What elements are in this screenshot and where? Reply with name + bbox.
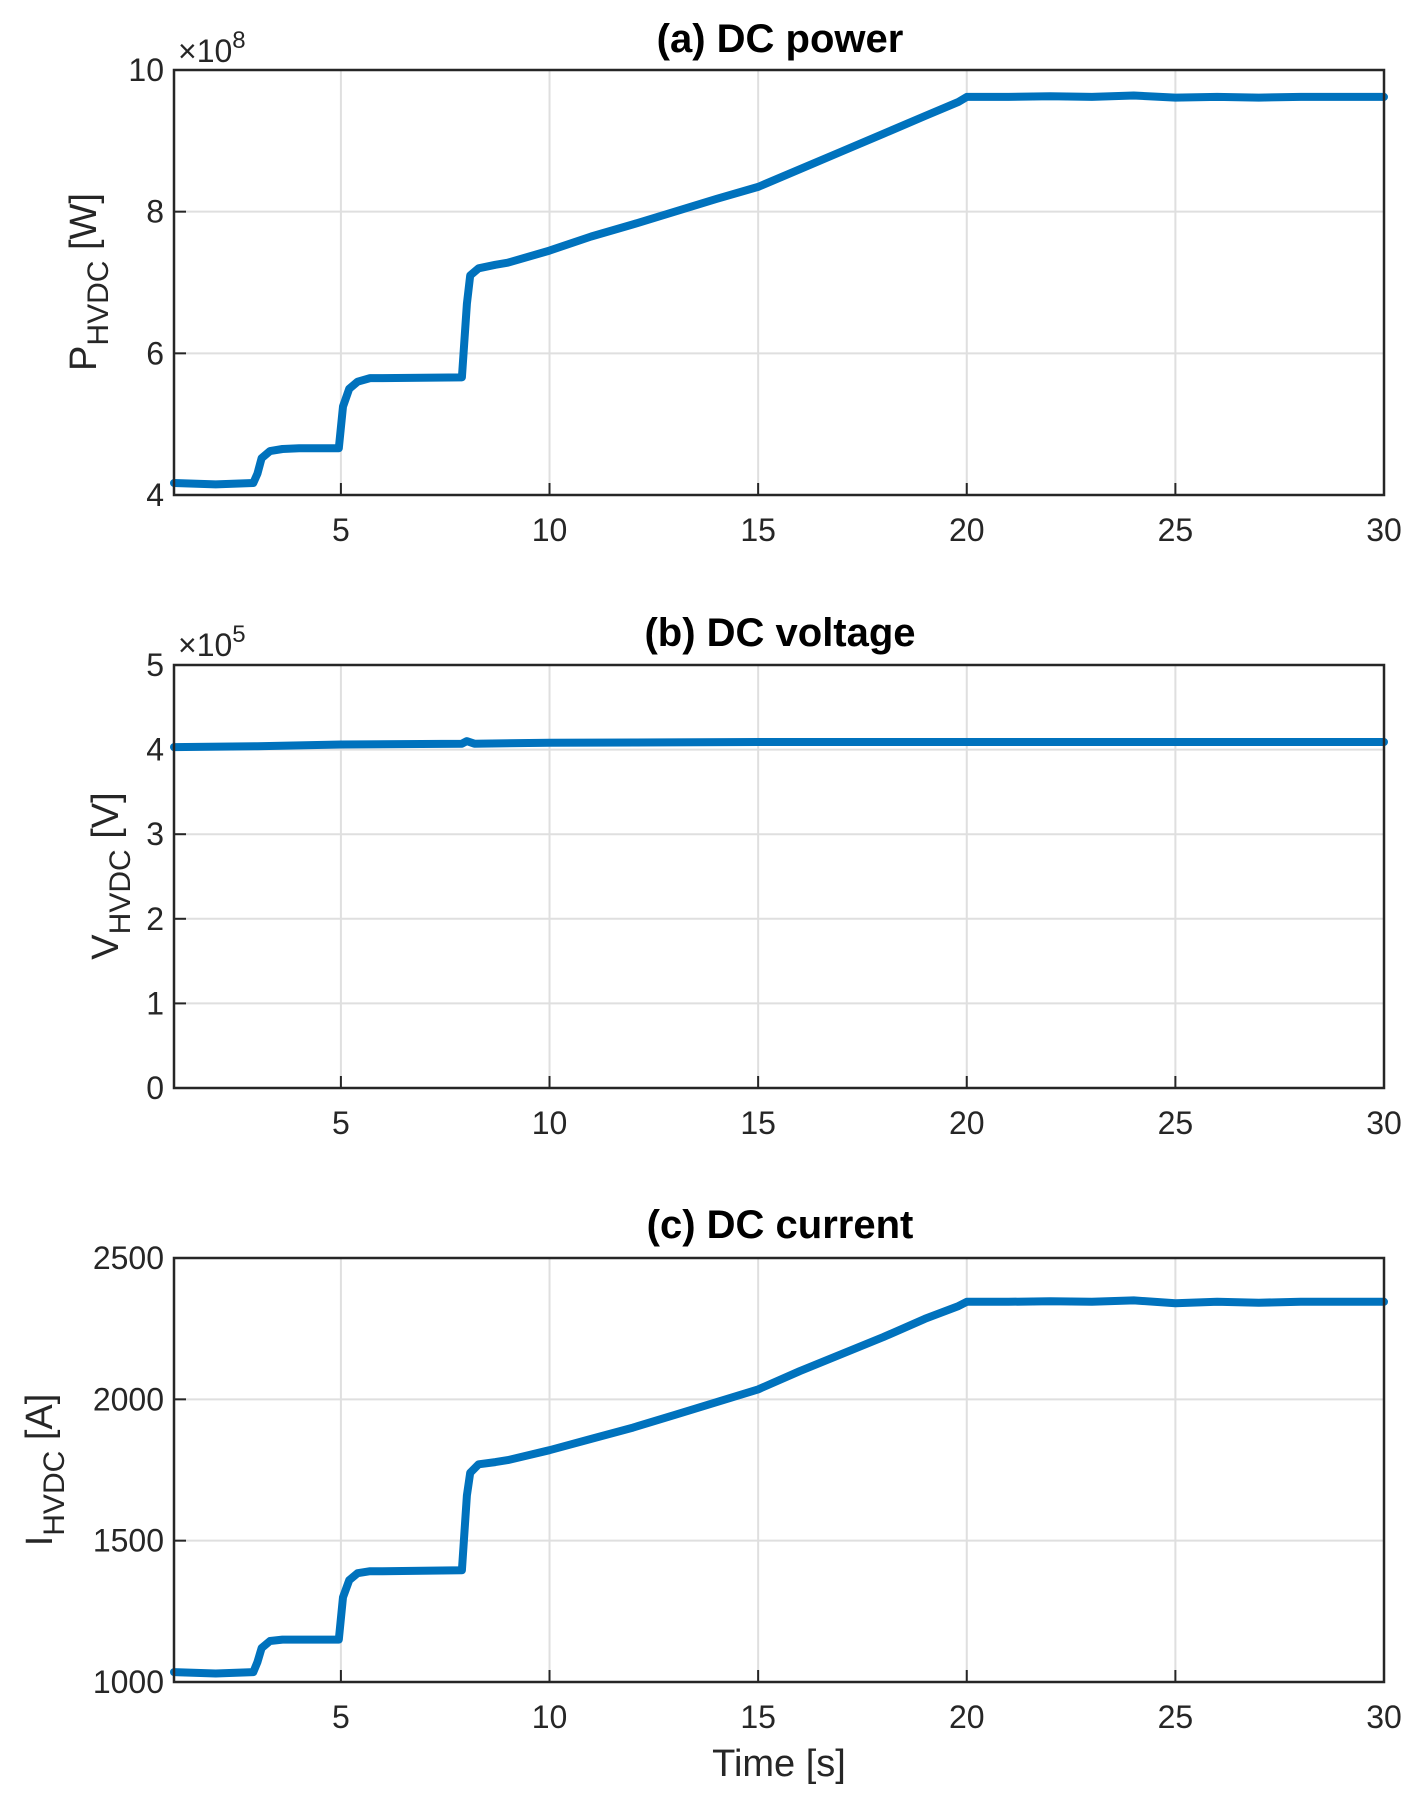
- panel-b: (b) DC voltage 0 1 2 3 4 5 5 10 15 20 25 30 ×105 V…: [85, 611, 1402, 1141]
- y-tick-label: 10: [128, 52, 164, 88]
- x-tick-label: 30: [1366, 1699, 1402, 1735]
- x-tick-label: 15: [740, 1105, 776, 1141]
- x-tick-label: 5: [332, 512, 350, 548]
- y-tick-label: 3: [146, 816, 164, 852]
- x-tick-label: 30: [1366, 1105, 1402, 1141]
- panel-c-y-tick-labels: 1000 1500 2000 2500: [93, 1240, 164, 1700]
- x-axis-label: Time [s]: [712, 1743, 846, 1785]
- x-tick-label: 20: [949, 1105, 985, 1141]
- y-tick-label: 1000: [93, 1664, 164, 1700]
- panel-b-title: (b) DC voltage: [644, 611, 915, 655]
- x-tick-label: 10: [532, 1105, 568, 1141]
- y-tick-label: 2000: [93, 1381, 164, 1417]
- panel-c-axes-frame: [172, 1256, 1386, 1684]
- x-tick-label: 10: [532, 512, 568, 548]
- panel-a-exponent: ×108: [178, 27, 246, 69]
- panel-a-axes-frame: [172, 68, 1386, 497]
- x-tick-label: 25: [1158, 512, 1194, 548]
- y-tick-label: 1: [146, 985, 164, 1021]
- panel-c-series-line: [170, 1296, 1388, 1678]
- x-tick-label: 25: [1158, 1105, 1194, 1141]
- panel-a-grid: [174, 69, 1385, 496]
- y-tick-label: 8: [146, 194, 164, 230]
- x-tick-label: 15: [740, 1699, 776, 1735]
- panel-b-y-axis-label: VHVDC [V]: [85, 792, 137, 959]
- panel-a-title: (a) DC power: [657, 17, 904, 61]
- y-tick-label: 4: [146, 477, 164, 513]
- panel-c-y-axis-label: IHVDC [A]: [19, 1394, 71, 1547]
- y-tick-label: 6: [146, 335, 164, 371]
- panel-b-axes-frame: [172, 663, 1386, 1090]
- x-tick-label: 5: [332, 1699, 350, 1735]
- panel-a-y-axis-label: PHVDC [W]: [63, 193, 115, 371]
- panel-c-title: (c) DC current: [647, 1203, 914, 1247]
- y-tick-label: 0: [146, 1070, 164, 1106]
- y-tick-label: 1500: [93, 1523, 164, 1559]
- panel-a-y-tick-labels: 4 6 8 10: [128, 52, 164, 513]
- panel-c-grid: [174, 1257, 1385, 1683]
- y-tick-label: 2500: [93, 1240, 164, 1276]
- y-tick-label: 4: [146, 732, 164, 768]
- x-tick-label: 20: [949, 1699, 985, 1735]
- panel-b-x-tick-labels: 5 10 15 20 25 30: [332, 1105, 1402, 1141]
- panel-b-y-tick-labels: 0 1 2 3 4 5: [146, 647, 164, 1106]
- x-tick-label: 30: [1366, 512, 1402, 548]
- panel-b-exponent: ×105: [178, 621, 246, 663]
- x-tick-label: 25: [1158, 1699, 1194, 1735]
- panel-b-series-line: [170, 737, 1388, 752]
- panel-a-series-line: [170, 91, 1388, 489]
- y-tick-label: 2: [146, 901, 164, 937]
- panel-a: (a) DC power 4 6 8 10 5 10 15 20 25 30 ×108 PHVD…: [63, 17, 1402, 548]
- x-tick-label: 20: [949, 512, 985, 548]
- y-tick-label: 5: [146, 647, 164, 683]
- panel-c-x-tick-labels: 5 10 15 20 25 30: [332, 1699, 1402, 1735]
- x-tick-label: 15: [740, 512, 776, 548]
- panel-b-grid: [174, 664, 1385, 1089]
- panel-c: (c) DC current 1000 1500 2000 2500 5 10 15 20 2…: [19, 1203, 1402, 1785]
- x-tick-label: 5: [332, 1105, 350, 1141]
- panel-a-x-tick-labels: 5 10 15 20 25 30: [332, 512, 1402, 548]
- x-tick-label: 10: [532, 1699, 568, 1735]
